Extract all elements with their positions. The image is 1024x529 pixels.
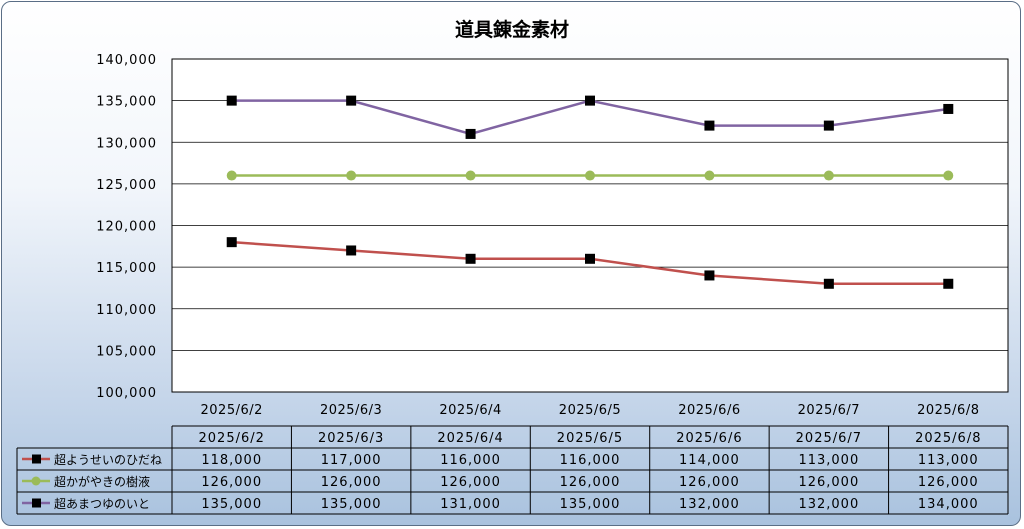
x-tick-label: 2025/6/3 [320, 403, 382, 418]
x-axis-ticks: 2025/6/2 2025/6/3 2025/6/4 2025/6/5 2025/6/6… [201, 403, 979, 418]
table-value-cell: 117,000 [321, 453, 382, 468]
table-value-cell: 126,000 [321, 475, 382, 490]
x-tick-label: 2025/6/8 [917, 403, 979, 418]
table-header-cell: 2025/6/6 [676, 431, 742, 446]
y-tick-label: 105,000 [96, 344, 157, 359]
data-point [226, 170, 237, 181]
table-value-cell: 132,000 [679, 497, 740, 512]
legend-key-marker [31, 476, 41, 486]
table-value-cell: 135,000 [201, 497, 262, 512]
gridlines [172, 100, 1008, 351]
legend-key-marker [32, 498, 41, 508]
y-axis-ticks: 100,000 105,000 110,000 115,000 120,000 125,0… [96, 53, 157, 401]
table-header-cell: 2025/6/3 [318, 431, 384, 446]
table-value-cell: 131,000 [440, 497, 501, 512]
x-tick-label: 2025/6/7 [798, 403, 860, 418]
data-point [704, 120, 715, 131]
table-value-cell: 113,000 [798, 453, 859, 468]
table-header-cell: 2025/6/8 [915, 431, 981, 446]
table-value-cell: 126,000 [201, 475, 262, 490]
data-point [226, 95, 237, 106]
data-point [585, 170, 595, 181]
data-point [704, 270, 715, 281]
y-tick-label: 130,000 [96, 136, 157, 151]
data-point [465, 253, 476, 264]
y-tick-label: 135,000 [96, 95, 157, 110]
chart-title: 道具錬金素材 [455, 18, 569, 41]
series-lines [226, 95, 954, 289]
table-value-cell: 118,000 [201, 453, 262, 468]
data-point [465, 128, 476, 139]
table-value-cell: 134,000 [918, 497, 979, 512]
table-header-cell: 2025/6/7 [796, 431, 862, 446]
data-point [823, 120, 834, 131]
table-header-cell: 2025/6/5 [557, 431, 623, 446]
table-value-cell: 116,000 [560, 453, 621, 468]
x-tick-label: 2025/6/2 [201, 403, 263, 418]
y-tick-label: 100,000 [96, 386, 157, 401]
data-point [943, 278, 954, 289]
table-value-cell: 132,000 [798, 497, 859, 512]
y-tick-label: 110,000 [96, 303, 157, 318]
data-point [704, 170, 715, 181]
table-value-cell: 135,000 [321, 497, 382, 512]
data-point [943, 103, 954, 114]
table-value-cell: 126,000 [918, 475, 979, 490]
table-header-cell: 2025/6/4 [437, 431, 503, 446]
table-value-cell: 126,000 [440, 475, 501, 490]
table-value-cell: 116,000 [440, 453, 501, 468]
data-point [346, 245, 357, 256]
table-value-cell: 114,000 [679, 453, 740, 468]
x-tick-label: 2025/6/4 [439, 403, 501, 418]
data-point [823, 278, 834, 289]
data-point [585, 95, 595, 106]
table-value-cell: 126,000 [679, 475, 740, 490]
table-series-name: 超ようせいのひだね [54, 452, 162, 467]
x-tick-label: 2025/6/6 [678, 403, 740, 418]
data-point [823, 170, 834, 181]
table-value-cell: 113,000 [918, 453, 979, 468]
data-point [943, 170, 954, 181]
x-tick-label: 2025/6/5 [559, 403, 621, 418]
y-tick-label: 140,000 [96, 53, 157, 68]
data-point [226, 237, 237, 248]
table-series-name: 超かがやきの樹液 [54, 474, 150, 489]
data-point [346, 95, 357, 106]
table-value-cell: 126,000 [560, 475, 621, 490]
table-value-cell: 126,000 [798, 475, 859, 490]
table-header-cell: 2025/6/2 [199, 431, 265, 446]
table-value-cell: 135,000 [560, 497, 621, 512]
legend-key-marker [32, 454, 41, 464]
data-point [346, 170, 357, 181]
table-series-name: 超あまつゆのいと [54, 496, 150, 511]
y-tick-label: 120,000 [96, 220, 157, 235]
y-tick-label: 115,000 [96, 261, 157, 276]
data-point [585, 253, 595, 264]
data-point [465, 170, 476, 181]
data-table: 2025/6/2 2025/6/3 2025/6/4 2025/6/5 2025/6/6… [16, 425, 1009, 515]
y-tick-label: 125,000 [96, 178, 157, 193]
